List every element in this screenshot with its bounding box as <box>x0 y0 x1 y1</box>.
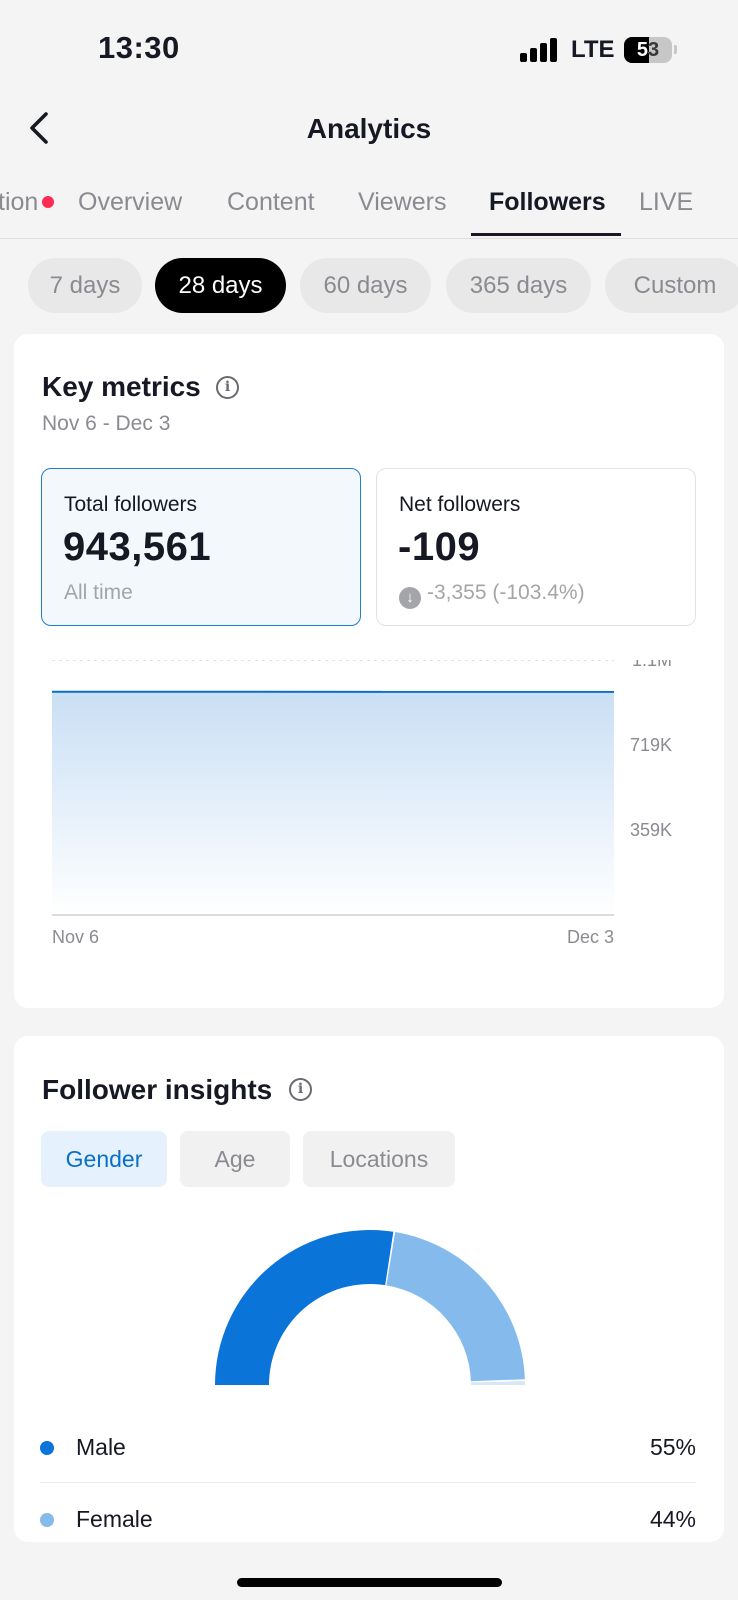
donut-slice-other[interactable] <box>470 1381 525 1385</box>
battery-icon: 53 <box>624 37 672 63</box>
segment-locations[interactable]: Locations <box>303 1131 455 1187</box>
legend-male: Male 55% <box>40 1420 696 1480</box>
x-tick-label: Nov 6 <box>52 927 99 947</box>
notification-dot <box>42 196 54 208</box>
status-time: 13:30 <box>98 30 180 65</box>
followers-chart: 1.1M 719K 359K Nov 6 Dec 3 <box>51 660 672 947</box>
network-label: LTE <box>571 36 615 63</box>
tab-label: tion <box>0 188 39 216</box>
date-range: Nov 6 - Dec 3 <box>42 412 171 435</box>
donut-slice-male[interactable] <box>215 1230 394 1385</box>
area-fill <box>52 691 614 915</box>
period-60-days[interactable]: 60 days <box>300 258 431 313</box>
legend-divider <box>40 1482 696 1483</box>
metric-change: ↓ -3,355 (-103.4%) <box>399 581 585 609</box>
tab-content[interactable]: Content <box>227 188 315 216</box>
home-indicator <box>237 1578 502 1587</box>
legend-female: Female 44% <box>40 1492 696 1552</box>
follower-insights-card <box>14 1036 724 1542</box>
period-365-days[interactable]: 365 days <box>446 258 591 313</box>
follower-insights-title: Follower insights <box>42 1074 273 1105</box>
period-7-days[interactable]: 7 days <box>28 258 142 313</box>
female-color-dot <box>40 1513 54 1527</box>
battery-nub <box>674 45 677 54</box>
y-tick-label: 359K <box>630 820 672 840</box>
y-tick-label: 1.1M <box>632 660 672 670</box>
tab-bar: tion Overview Content Viewers Followers … <box>0 178 738 239</box>
gender-half-donut <box>215 1230 525 1385</box>
legend-label: Female <box>76 1506 153 1532</box>
y-tick-label: 719K <box>630 735 672 755</box>
legend-percent: 55% <box>649 1434 696 1460</box>
key-metrics-title: Key metrics <box>42 371 201 402</box>
legend-percent: 44% <box>649 1506 696 1532</box>
segment-gender[interactable]: Gender <box>41 1131 167 1187</box>
info-icon[interactable]: i <box>289 1078 312 1101</box>
active-tab-indicator <box>471 233 621 236</box>
metric-change-text: -3,355 (-103.4%) <box>427 581 585 604</box>
signal-icon <box>520 38 560 62</box>
tab-viewers[interactable]: Viewers <box>358 188 447 216</box>
net-followers-card[interactable]: Net followers -109 ↓ -3,355 (-103.4%) <box>376 468 696 626</box>
arrow-down-icon: ↓ <box>399 587 421 609</box>
metric-value: -109 <box>398 525 481 569</box>
back-button[interactable] <box>24 110 56 146</box>
male-color-dot <box>40 1441 54 1455</box>
x-tick-label: Dec 3 <box>567 927 614 947</box>
info-icon[interactable]: i <box>216 376 239 399</box>
metric-value: 943,561 <box>63 525 212 569</box>
tab-followers[interactable]: Followers <box>489 188 606 216</box>
period-custom[interactable]: Custom <box>605 258 738 313</box>
metric-label: Total followers <box>64 493 198 516</box>
page-title: Analytics <box>306 113 432 144</box>
tab-inspiration[interactable]: tion <box>0 188 54 217</box>
metric-note: All time <box>64 581 133 604</box>
period-28-days[interactable]: 28 days <box>155 258 286 313</box>
total-followers-card[interactable]: Total followers 943,561 All time <box>41 468 361 626</box>
metric-label: Net followers <box>399 493 521 516</box>
segment-age[interactable]: Age <box>180 1131 290 1187</box>
donut-slice-female[interactable] <box>386 1232 525 1382</box>
tab-overview[interactable]: Overview <box>78 188 183 216</box>
battery-level: 53 <box>636 39 660 61</box>
tab-live[interactable]: LIVE <box>639 188 694 216</box>
legend-label: Male <box>76 1434 126 1460</box>
chevron-left-icon <box>30 112 48 144</box>
